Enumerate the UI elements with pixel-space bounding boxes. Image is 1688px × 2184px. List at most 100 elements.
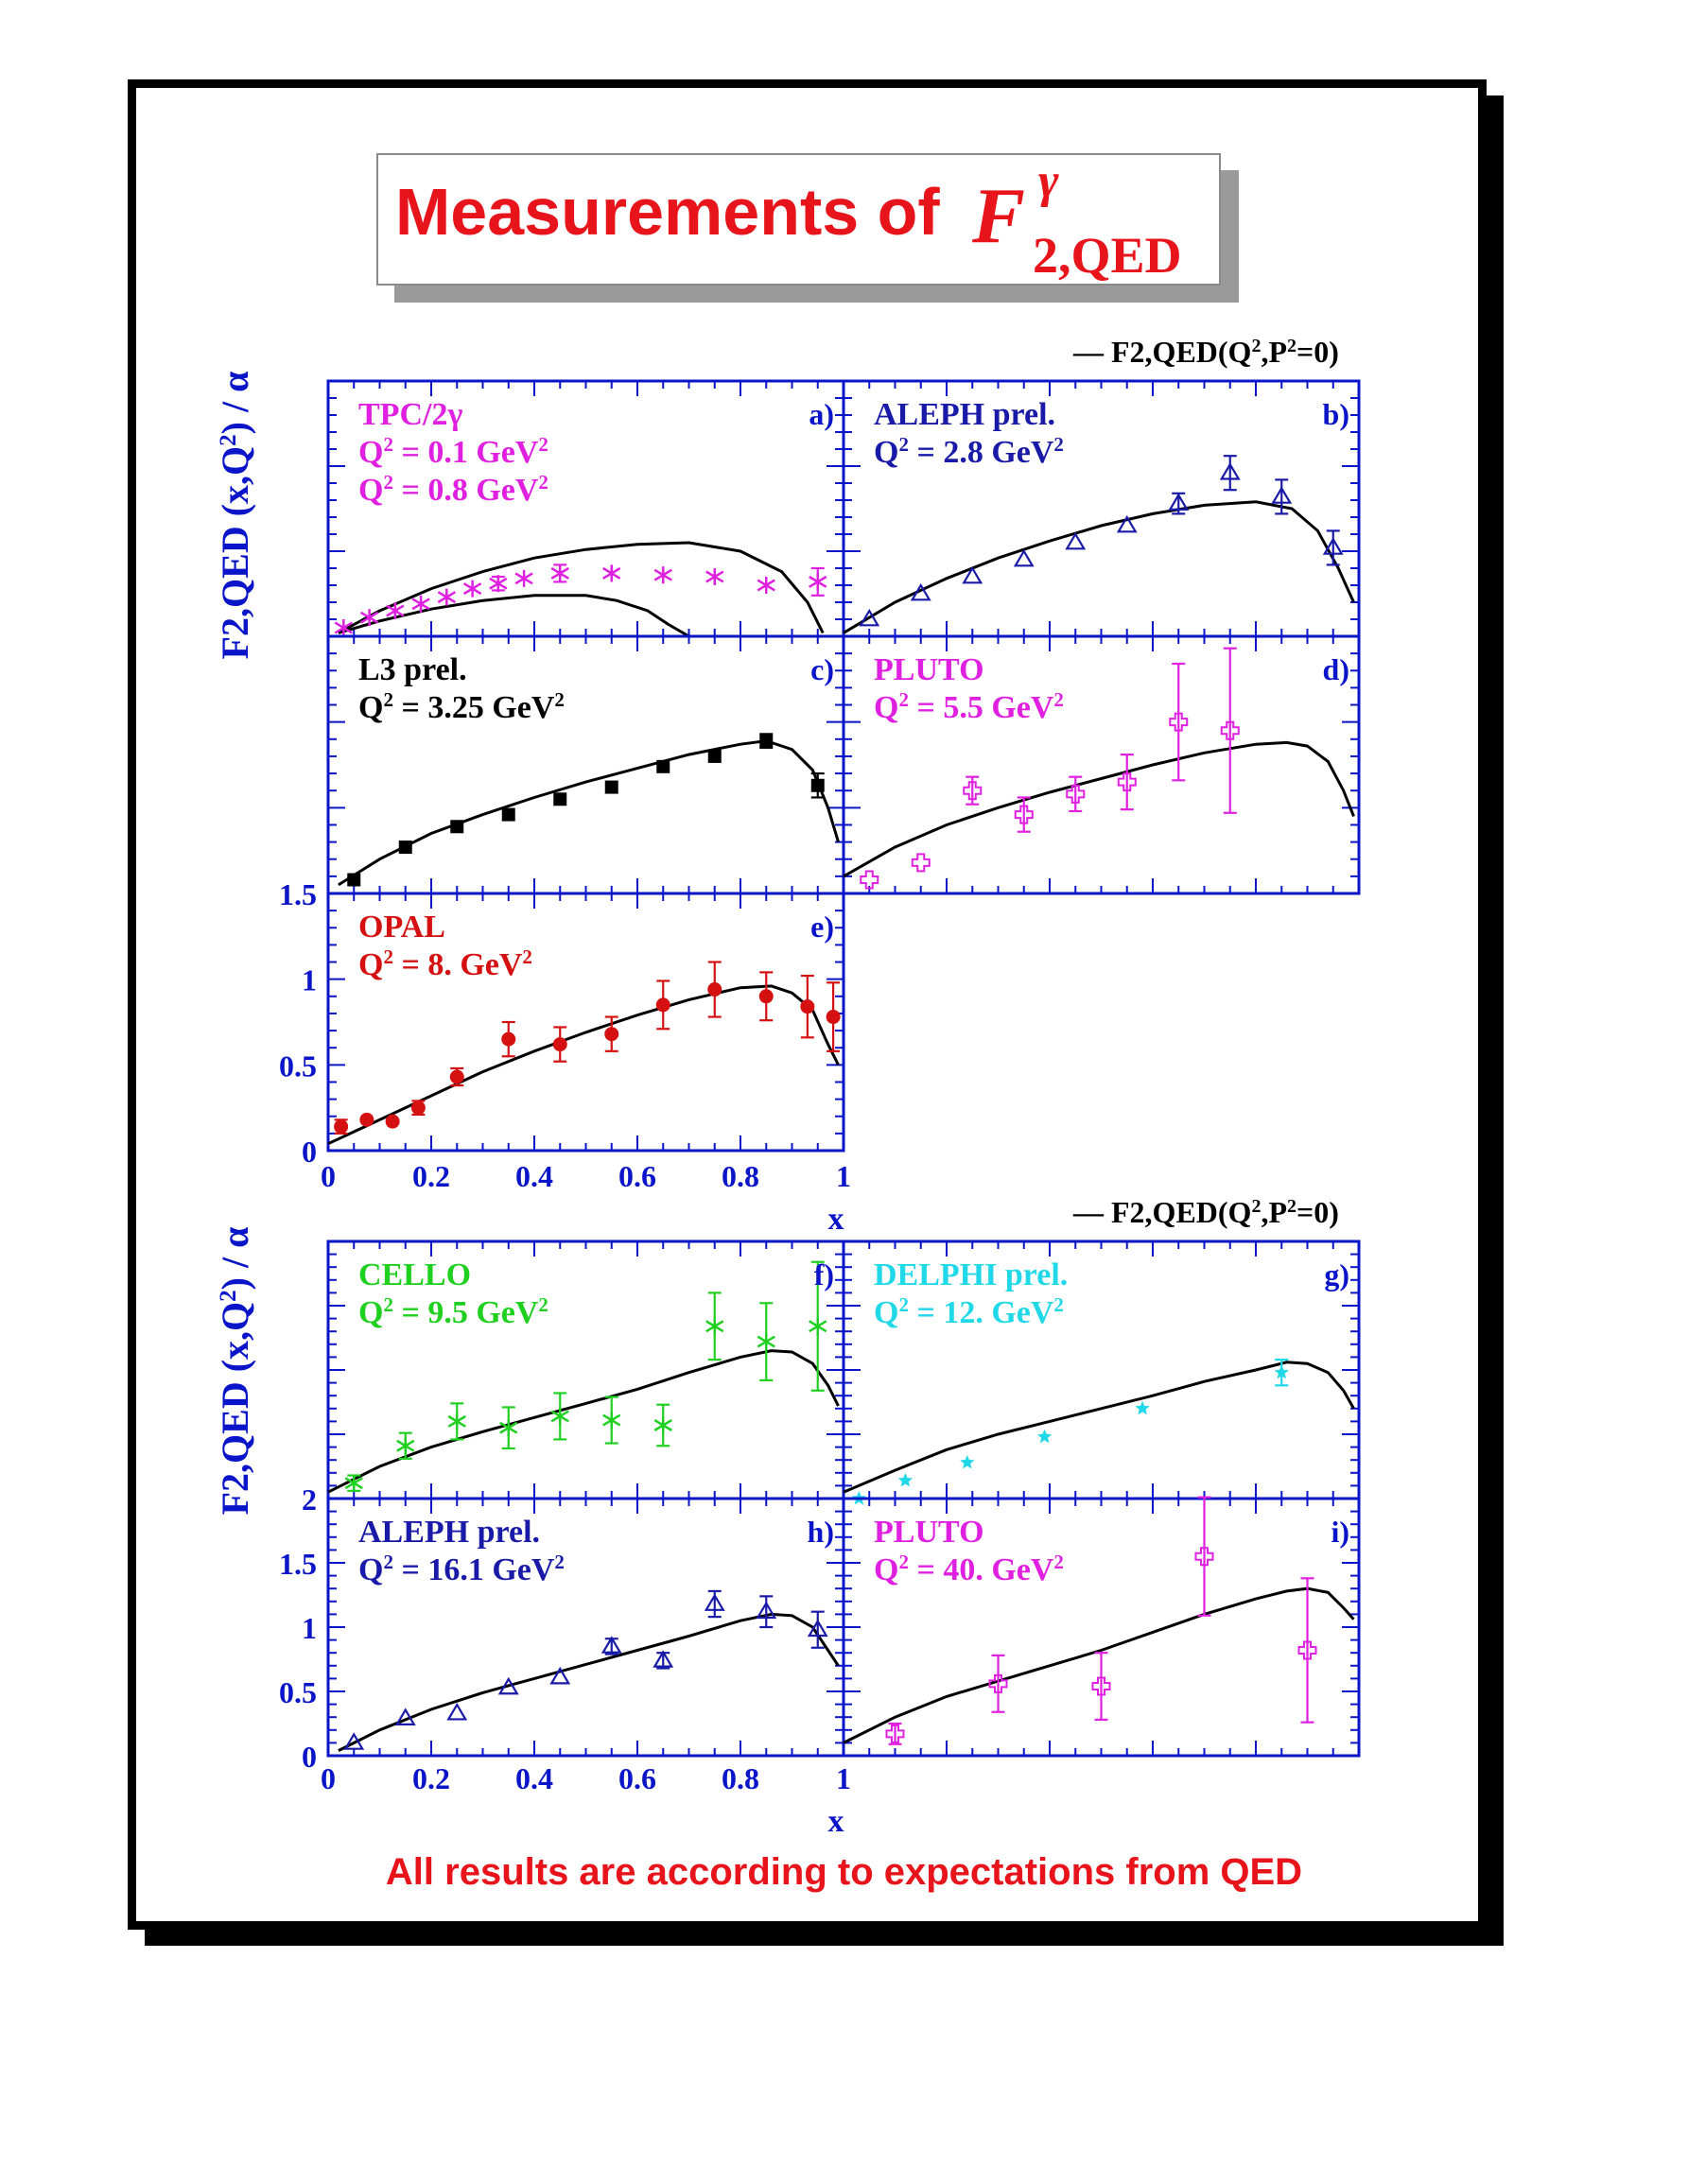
data-point (344, 1474, 363, 1492)
data-point (1117, 754, 1137, 811)
theory-curve (338, 594, 690, 638)
title-superscript: γ (1038, 161, 1059, 208)
marker-asterisk-stroke (602, 566, 621, 580)
data-point (807, 1610, 828, 1649)
data-point (800, 974, 815, 1039)
data-point (394, 1707, 416, 1725)
panel-label: TPC/2γ (358, 397, 462, 432)
marker-asterisk-stroke (334, 621, 353, 634)
marker-triangle (1322, 537, 1344, 555)
marker-asterisk-stroke (386, 604, 405, 617)
marker-triangle (1065, 531, 1087, 550)
marker-cross (988, 1673, 1008, 1693)
title-formula: F γ 2,QED (971, 161, 1182, 284)
panel-label: OPAL (358, 910, 445, 945)
theory-curve (338, 541, 825, 634)
theory-curve (327, 984, 840, 1146)
marker-asterisk-stroke (705, 570, 724, 583)
marker-square (604, 780, 618, 794)
y-tick-label: 0.5 (279, 1675, 317, 1709)
x-tick-label: 0.4 (515, 1761, 553, 1795)
marker-triangle (1013, 548, 1035, 567)
marker-square (347, 873, 361, 887)
data-point (385, 1114, 400, 1129)
marker-asterisk-stroke (757, 579, 775, 592)
data-point (885, 1722, 905, 1745)
data-point (446, 1702, 468, 1721)
panel-tag: c) (810, 652, 834, 686)
y-tick-label: 1 (302, 1611, 317, 1645)
data-point (514, 569, 533, 587)
marker-asterisk-stroke (809, 1320, 827, 1333)
theory-curve (843, 1361, 1355, 1494)
data-point (489, 575, 508, 593)
marker-circle (385, 1114, 400, 1129)
panel-b: ALEPH prel.Q2 = 2.8 GeV2 b) (842, 379, 1361, 638)
x-tick-label: 0.6 (618, 1761, 656, 1795)
data-point (549, 1666, 571, 1685)
marker-circle (800, 999, 815, 1014)
data-point (447, 1402, 466, 1441)
x-tick-label: 0 (321, 1761, 336, 1795)
marker-asterisk-stroke (514, 572, 533, 585)
panel-tag: b) (1323, 397, 1349, 431)
data-point (497, 1676, 519, 1695)
panel-tag: h) (808, 1515, 834, 1549)
panel-label: Q2 = 0.1 GeV2 (358, 433, 548, 470)
data-point (653, 1650, 674, 1670)
data-point (653, 1403, 672, 1447)
marker-asterisk-stroke (550, 1410, 569, 1423)
marker-circle (334, 1119, 349, 1135)
data-point (499, 1406, 518, 1450)
marker-cross (860, 870, 879, 890)
marker-triangle (1116, 514, 1138, 533)
data-point (826, 981, 841, 1052)
marker-triangle (653, 1650, 674, 1668)
marker-square (553, 792, 567, 806)
marker-triangle (1168, 493, 1190, 511)
marker-triangle (343, 1732, 365, 1750)
marker-triangle (1219, 462, 1241, 480)
marker-asterisk-stroke (489, 577, 508, 590)
data-point (1066, 775, 1086, 813)
data-point (604, 780, 618, 794)
marker-cross (1066, 784, 1086, 804)
panel-tag: i) (1331, 1515, 1349, 1549)
panel-label: Q2 = 16.1 GeV2 (358, 1551, 565, 1587)
marker-star (960, 1454, 975, 1469)
marker-circle (707, 982, 722, 997)
panel-tag: f) (814, 1257, 834, 1291)
marker-cross (963, 781, 983, 801)
data-point (1091, 1652, 1111, 1722)
marker-square (398, 841, 412, 855)
marker-asterisk-stroke (359, 611, 379, 624)
legend-entry: — F2,QED(Q2,P2=0) (1072, 1195, 1339, 1229)
marker-circle (552, 1037, 567, 1052)
marker-cross (1297, 1640, 1317, 1660)
data-point (653, 566, 672, 584)
marker-asterisk-stroke (411, 598, 430, 611)
panel-label: CELLO (358, 1257, 471, 1292)
marker-asterisk-stroke (602, 1413, 621, 1427)
data-point (1014, 796, 1034, 833)
marker-square (450, 820, 464, 834)
marker-cross (1169, 712, 1189, 732)
data-point (552, 1026, 567, 1063)
marker-triangle (756, 1601, 777, 1620)
y-tick-label: 0 (302, 1135, 317, 1169)
marker-circle (758, 989, 774, 1004)
chart-group-top: F2,QED (x,Q2) / α — F2,QED(Q2,P2=0) TPC/2γ… (214, 335, 1361, 1237)
x-tick-label: 0.8 (722, 1159, 759, 1193)
data-point (704, 1589, 725, 1619)
data-point (450, 820, 464, 834)
panel-tag: a) (809, 397, 834, 431)
data-point (1220, 647, 1240, 814)
data-point (707, 961, 722, 1018)
marker-star (1274, 1364, 1289, 1379)
data-point (334, 1118, 349, 1135)
panel-label: Q2 = 9.5 GeV2 (358, 1293, 548, 1330)
marker-star (1135, 1400, 1150, 1415)
